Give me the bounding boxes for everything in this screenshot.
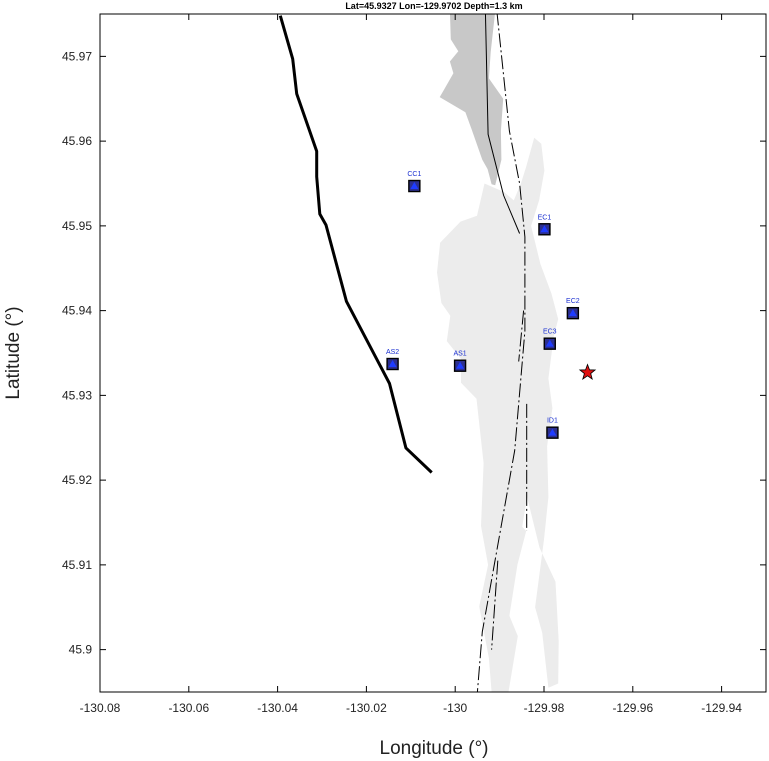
- station-triangle: [388, 360, 397, 368]
- fissure-line-1: [476, 14, 526, 692]
- plot-frame: [99, 13, 767, 693]
- station-triangle: [410, 182, 419, 190]
- stations: CC1 EC1 EC2 EC3 AS2 AS1 ID1: [386, 171, 580, 439]
- fissure-line-0: [484, 14, 521, 234]
- y-tick-label: 45.95: [62, 219, 92, 233]
- x-tick-label: -129.94: [701, 701, 742, 715]
- x-tick-label: -130.06: [168, 701, 209, 715]
- y-axis-title: Latitude (°): [3, 306, 24, 399]
- x-tick-label: -130.04: [257, 701, 298, 715]
- y-tick-label: 45.96: [62, 134, 92, 148]
- x-tick-label: -130.02: [346, 701, 387, 715]
- fissure-line-4: [491, 560, 499, 650]
- caldera-rim: [278, 15, 433, 474]
- y-tick-label: 45.91: [62, 558, 92, 572]
- station-label: ID1: [547, 418, 558, 425]
- epicenter-star-icon: [578, 363, 597, 380]
- x-tick-label: -129.98: [524, 701, 565, 715]
- y-axis: 45.9 45.91 45.92 45.93 45.94 45.95 45.96 45.97: [62, 49, 766, 657]
- station-triangle: [568, 309, 577, 317]
- caldera-rim-line: [278, 15, 433, 474]
- y-tick-label: 45.93: [62, 388, 92, 402]
- y-tick-label: 45.97: [62, 49, 92, 63]
- station-triangle: [540, 225, 549, 233]
- station-label: AS1: [453, 351, 466, 358]
- fissure-line-2: [518, 310, 525, 362]
- fissures: [476, 14, 528, 692]
- chart-title: Lat=45.9327 Lon=-129.9702 Depth=1.3 km: [345, 1, 522, 11]
- plot-background: [100, 14, 766, 692]
- y-tick-label: 45.92: [62, 473, 92, 487]
- x-axis-title: Longitude (°): [380, 738, 489, 759]
- station-triangle: [548, 428, 557, 436]
- epicenter: [578, 363, 597, 380]
- y-tick-label: 45.94: [62, 304, 92, 318]
- lava-flow-light-0: [437, 137, 559, 692]
- station-label: AS2: [386, 349, 399, 356]
- station-label: CC1: [407, 171, 421, 178]
- lava-flows: [437, 14, 559, 692]
- x-axis: -130.08 -130.06 -130.04 -130.02 -130 -129.98 -…: [80, 14, 742, 715]
- y-tick-label: 45.9: [69, 643, 93, 657]
- station-label: EC1: [538, 214, 552, 221]
- station-label: EC3: [543, 329, 557, 336]
- station-triangle: [456, 361, 465, 369]
- lava-flow-dark: [439, 14, 504, 186]
- station-label: EC2: [566, 298, 580, 305]
- x-tick-label: -129.96: [612, 701, 653, 715]
- x-tick-label: -130.08: [80, 701, 121, 715]
- station-triangle: [545, 339, 554, 347]
- x-tick-label: -130: [443, 701, 467, 715]
